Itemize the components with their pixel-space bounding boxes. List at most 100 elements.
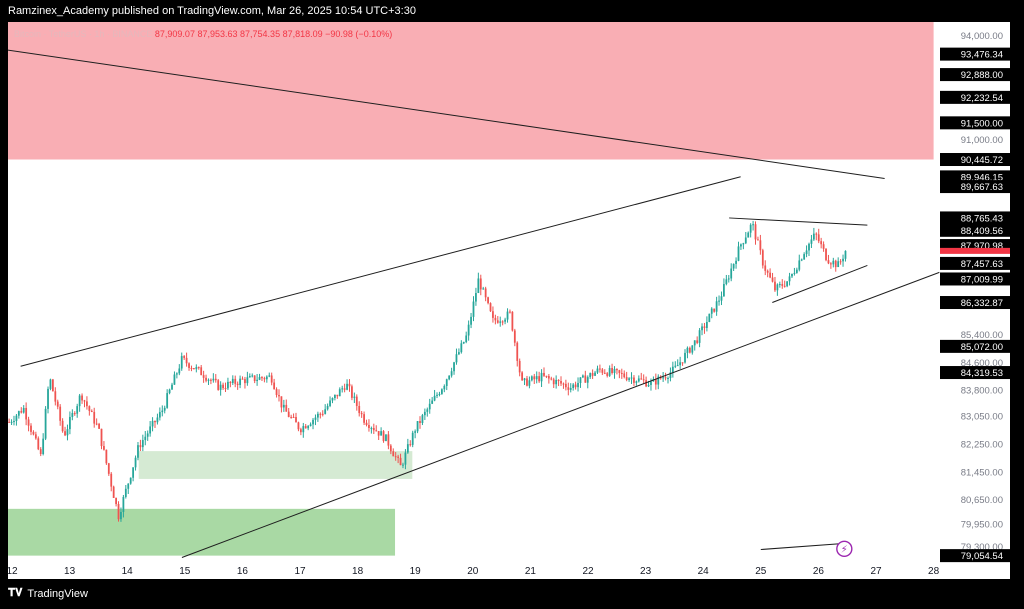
candle-body [679,362,682,366]
y-tick-label: 79,950.00 [961,519,1003,530]
candle-body [560,381,562,384]
candle-body [103,446,105,450]
price-label: 92,888.00 [961,70,1003,81]
candle-body [239,378,241,386]
candle-body [494,317,497,321]
candle-body [761,250,764,266]
tradingview-brand[interactable]: 𝐓𝐕 TradingView [8,587,88,600]
candle-body [496,320,499,323]
candle-body [791,273,793,277]
candle-body [69,416,71,430]
candle-body [244,379,246,384]
candle-body [657,376,660,385]
candle-body [623,373,626,378]
candle-body [334,394,336,399]
candle-body [793,272,796,274]
candle-body [304,426,307,429]
x-tick-label: 24 [698,566,710,577]
triangle-top-trendline [729,217,868,226]
candle-body [552,379,555,385]
candle-body [596,368,599,373]
candle-body [817,234,820,242]
price-label-box [940,47,1010,61]
candle-body [44,408,47,439]
candle-body [409,444,412,446]
price-label-box [940,366,1010,380]
x-tick-label: 13 [64,566,76,577]
price-label-box [940,90,1010,104]
candle-body [795,269,798,273]
candle-body [207,379,210,381]
candle-body [95,423,98,425]
candle-body [735,260,737,264]
candle-body [158,412,161,418]
candle-body [625,377,628,380]
candle-body [477,278,480,294]
candle-body [195,367,198,370]
candle-body [146,433,149,437]
legend-open: 87,909.07 [154,29,195,39]
x-tick-label: 21 [525,566,537,577]
candle-body [567,387,570,390]
candle-body [363,414,365,423]
candle-body [224,388,227,390]
price-label: 85,072.00 [961,342,1003,353]
candle-body [453,362,455,372]
candle-body [73,413,76,415]
lower-channel-trendline [181,271,940,558]
candle-body [202,375,205,378]
candle-body [484,288,487,298]
x-tick-label: 14 [122,566,134,577]
candle-body [669,372,672,378]
candle-body [326,405,329,410]
candle-body [557,379,560,382]
price-label: 93,476.34 [961,50,1003,61]
candle-body [535,376,538,380]
candle-body [499,321,502,323]
candle-body [839,261,842,263]
candle-body [698,330,701,343]
candle-body [290,416,293,418]
chart-canvas[interactable]: ⚡94,000.0091,000.0088,800.0085,400.0084,… [8,22,1010,579]
candle-body [591,373,594,376]
candle-body [120,511,122,520]
candle-body [521,372,524,381]
demand-zone [8,508,396,556]
candle-body [34,434,37,439]
footer-bar: 𝐓𝐕 TradingView [0,579,1024,609]
tradingview-logo-icon: 𝐓𝐕 [8,587,23,599]
candle-body [197,367,200,369]
candle-body [837,261,840,268]
candle-body [713,308,716,312]
candle-body [251,375,254,377]
candle-body [513,330,516,343]
candle-body [436,394,438,396]
candle-body [316,413,319,418]
candle-body [431,400,434,404]
candle-body [282,404,285,408]
candle-body [693,340,696,346]
candle-body [149,426,152,434]
candle-body [351,386,353,398]
candle-body [715,301,718,312]
price-label-box [940,116,1010,130]
candle-body [783,285,786,287]
price-label: 89,946.15 [961,172,1003,183]
candle-body [86,401,88,407]
candle-body [17,411,20,416]
candle-body [175,373,178,375]
candle-body [825,248,827,261]
candle-body [20,411,23,413]
candle-body [732,263,735,269]
candle-body [465,335,468,343]
candle-body [348,383,351,387]
publish-info-text: Ramzinex_Academy published on TradingVie… [8,5,416,17]
candle-body [355,396,358,406]
candle-body [688,347,691,353]
lightning-icon-glyph: ⚡ [841,544,848,555]
chart-area[interactable]: ⚡94,000.0091,000.0088,800.0085,400.0084,… [8,22,1010,579]
candle-body [117,504,120,520]
y-tick-label: 84,600.00 [961,358,1003,369]
y-tick-label: 83,800.00 [961,386,1003,397]
candle-body [231,378,234,384]
